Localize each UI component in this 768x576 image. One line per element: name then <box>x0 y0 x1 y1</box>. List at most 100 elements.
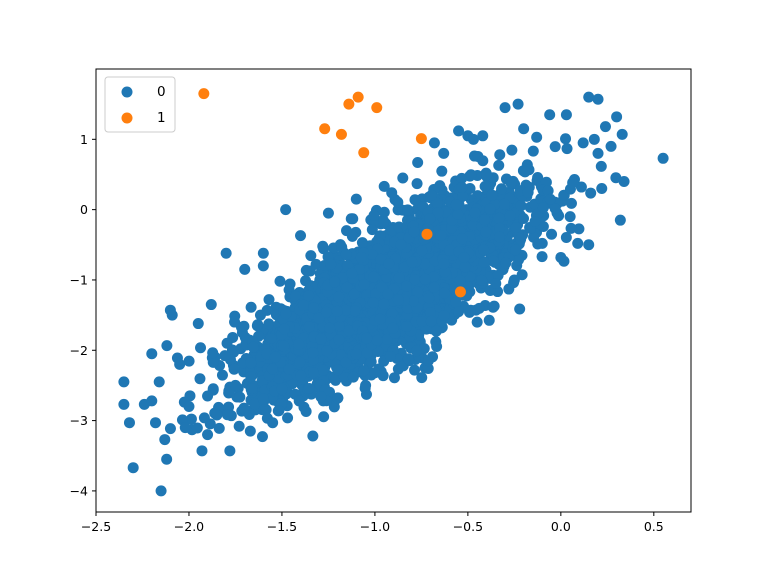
data-point <box>498 198 510 210</box>
data-point <box>450 199 462 211</box>
data-point <box>402 204 414 216</box>
data-point <box>454 274 466 286</box>
data-point <box>393 221 405 233</box>
data-point <box>207 356 219 368</box>
data-point <box>333 334 345 346</box>
data-point <box>278 340 290 352</box>
data-point <box>333 291 345 303</box>
data-point <box>519 166 531 178</box>
data-point <box>479 180 491 192</box>
data-point <box>266 363 278 375</box>
data-point <box>367 297 379 309</box>
data-point <box>467 219 479 231</box>
data-point <box>249 398 261 410</box>
data-point <box>286 378 298 390</box>
data-point <box>457 190 469 202</box>
data-point <box>331 305 343 317</box>
data-point <box>567 177 579 189</box>
x-tick-label: 0.0 <box>551 519 571 534</box>
data-point <box>221 409 233 421</box>
data-point <box>456 181 468 193</box>
data-point <box>397 172 409 184</box>
data-point <box>371 102 383 114</box>
data-point <box>487 255 499 267</box>
data-point <box>224 445 236 457</box>
data-point <box>477 155 489 167</box>
data-point <box>531 131 543 143</box>
data-point <box>273 405 285 417</box>
data-point <box>198 412 210 424</box>
y-tick-label: 1 <box>80 132 88 147</box>
data-point <box>565 197 577 209</box>
data-point <box>378 216 390 228</box>
data-point <box>453 306 465 318</box>
data-point <box>244 425 256 437</box>
data-point <box>409 194 421 206</box>
data-point <box>340 356 352 368</box>
data-point <box>322 207 334 219</box>
data-point <box>245 371 257 383</box>
data-point <box>428 137 440 149</box>
data-point <box>315 391 327 403</box>
data-point <box>191 422 203 434</box>
data-point <box>198 88 210 100</box>
data-point <box>263 318 275 330</box>
data-point <box>294 356 306 368</box>
data-point <box>425 315 437 327</box>
data-point <box>522 186 534 198</box>
data-point <box>465 304 477 316</box>
data-point <box>415 133 427 145</box>
data-point <box>512 98 524 110</box>
data-point <box>467 133 479 145</box>
data-point <box>438 147 450 159</box>
data-point <box>410 345 422 357</box>
series-0 <box>118 91 669 497</box>
data-point <box>411 178 423 190</box>
data-point <box>392 196 404 208</box>
data-point <box>401 280 413 292</box>
data-point <box>150 417 161 429</box>
data-point <box>261 304 273 316</box>
data-point <box>477 130 489 142</box>
data-point <box>450 297 462 309</box>
data-point <box>384 225 396 237</box>
x-tick-label: −1.5 <box>267 519 297 534</box>
data-point <box>412 286 424 298</box>
data-point <box>611 111 623 123</box>
data-point <box>307 430 319 442</box>
data-point <box>439 266 451 278</box>
data-point <box>335 128 347 140</box>
data-point <box>153 376 165 388</box>
data-point <box>257 260 269 272</box>
data-point <box>328 242 340 254</box>
data-point <box>456 172 468 184</box>
data-point <box>560 133 572 145</box>
data-point <box>239 263 251 275</box>
data-point <box>179 422 191 434</box>
data-point <box>213 422 225 434</box>
data-point <box>544 109 556 121</box>
x-tick-label: −0.5 <box>453 519 483 534</box>
data-point <box>572 237 584 249</box>
data-point <box>416 316 428 328</box>
data-point <box>183 401 195 413</box>
data-point <box>211 409 223 421</box>
data-point <box>183 355 195 367</box>
data-point <box>320 306 332 318</box>
data-point <box>494 222 506 234</box>
data-point <box>555 251 567 263</box>
y-axis: −4 −3 −2 −1 0 1 <box>70 132 96 498</box>
data-point <box>493 159 505 171</box>
data-point <box>419 258 431 270</box>
data-point <box>465 169 477 181</box>
data-point <box>234 391 246 403</box>
data-point <box>416 245 428 257</box>
data-point <box>487 301 499 313</box>
data-point <box>452 208 464 220</box>
data-point <box>267 417 279 429</box>
data-point <box>536 251 548 263</box>
data-point <box>321 345 333 357</box>
data-point <box>407 295 419 307</box>
legend-marker-series-1 <box>121 112 133 124</box>
data-point <box>484 203 496 215</box>
